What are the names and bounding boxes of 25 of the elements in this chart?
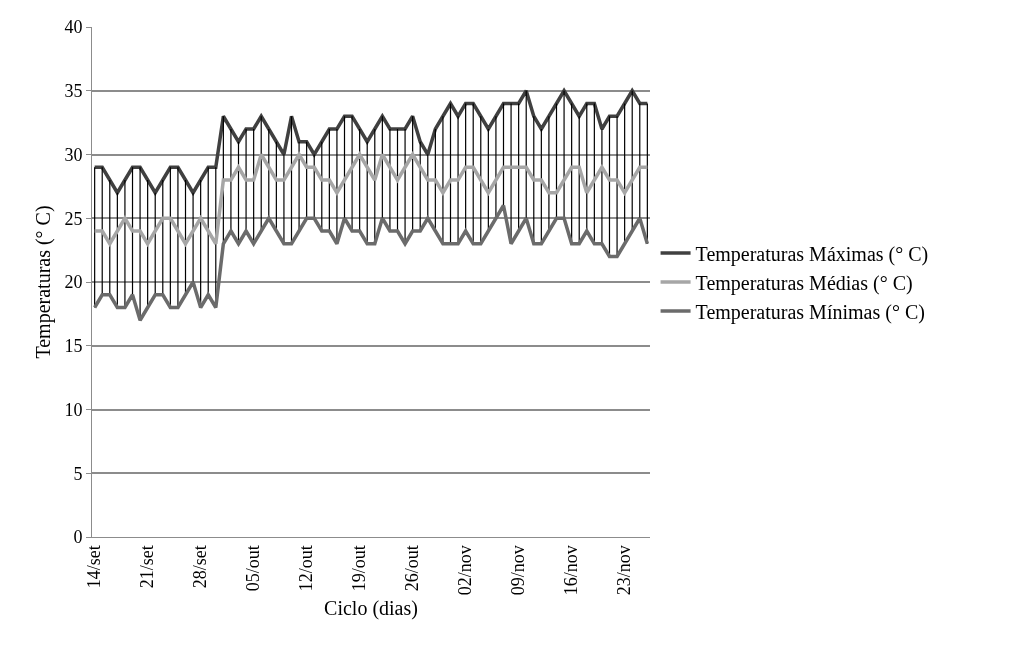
x-tick-label: 23/nov (614, 545, 635, 596)
x-tick-label: 16/nov (561, 545, 582, 596)
x-tick-label: 09/nov (508, 545, 529, 596)
y-axis-title: Temperaturas (° C) (31, 205, 55, 359)
x-tick-label: 02/nov (455, 545, 476, 596)
y-tick-label: 30 (64, 144, 83, 165)
y-tick-label: 25 (64, 208, 83, 229)
y-tick-label: 35 (64, 81, 83, 102)
legend-label: Temperaturas Médias (° C) (695, 271, 913, 295)
y-tick-label: 0 (73, 527, 83, 548)
y-tick-label: 40 (64, 17, 83, 38)
y-tick-label: 20 (64, 272, 83, 293)
x-tick-label: 05/out (243, 545, 264, 592)
legend-label: Temperaturas Máximas (° C) (695, 242, 929, 266)
y-tick-label: 5 (73, 463, 83, 484)
x-tick-label: 12/out (296, 545, 317, 592)
legend-label: Temperaturas Mínimas (° C) (695, 300, 925, 324)
x-tick-label: 28/set (190, 545, 211, 589)
y-tick-label: 15 (64, 336, 83, 357)
x-axis-title: Ciclo (dias) (324, 596, 418, 620)
x-tick-label: 19/out (349, 545, 370, 592)
y-tick-label: 10 (64, 399, 83, 420)
x-tick-label: 14/set (84, 545, 105, 589)
x-tick-label: 26/out (402, 545, 423, 592)
x-tick-label: 21/set (137, 545, 158, 589)
